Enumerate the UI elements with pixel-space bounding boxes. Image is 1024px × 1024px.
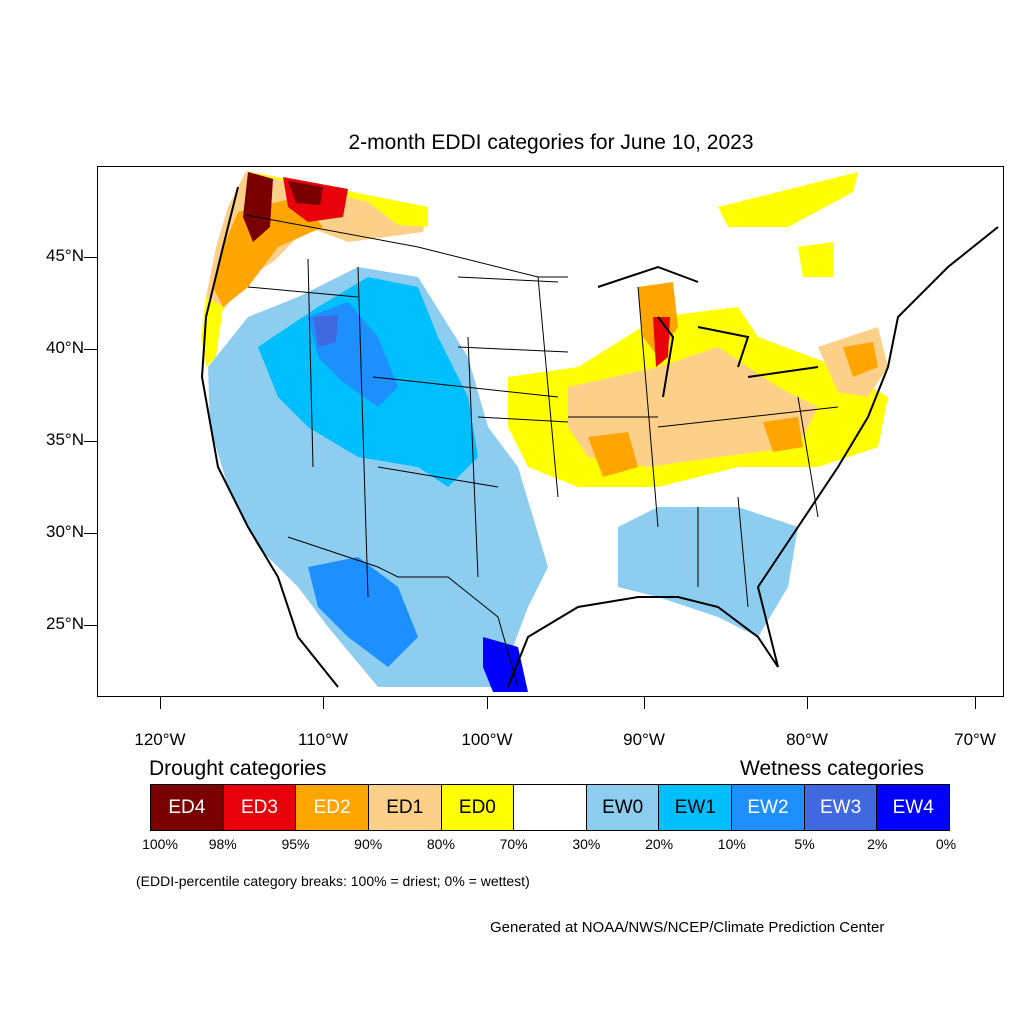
region-ed2-northeast: [843, 342, 878, 377]
legend-break-label: 0%: [935, 836, 957, 852]
legend-break-label: 20%: [645, 836, 674, 852]
legend-swatch-ed4: ED4: [151, 785, 224, 830]
region-ed2-missouri: [588, 432, 638, 477]
legend-break-label: 100%: [142, 836, 178, 852]
lat-label: 35°N: [46, 430, 84, 449]
state-lines-west: [247, 258, 559, 598]
lat-tick: [84, 349, 97, 350]
legend-break-label: 5%: [794, 836, 815, 852]
legend-break-label: 10%: [717, 836, 746, 852]
us-mexico-border: [287, 536, 519, 688]
region-ed3-michigan: [653, 317, 670, 367]
legend-swatch-ew0: EW0: [586, 785, 660, 830]
lon-tick: [160, 697, 161, 709]
legend-break-label: 2%: [867, 836, 888, 852]
lat-label: 25°N: [46, 614, 84, 633]
legend-break-label: 90%: [354, 836, 383, 852]
legend-break-label: 98%: [208, 836, 237, 852]
lat-label: 45°N: [46, 246, 84, 265]
lon-tick: [807, 697, 808, 709]
lat-tick: [84, 441, 97, 442]
region-ed0-canada: [718, 172, 858, 227]
eddi-map-canvas: [200, 171, 999, 692]
category-legend: ED4 ED3 ED2 ED1 ED0 EW0 EW1 EW2 EW3 EW4: [150, 784, 950, 831]
lon-tick: [644, 697, 645, 709]
region-ed4-washington: [243, 172, 273, 242]
wetness-categories-heading: Wetness categories: [740, 757, 925, 780]
lat-tick: [84, 533, 97, 534]
legend-swatch-ew4: EW4: [877, 785, 950, 830]
gulf-coast: [507, 596, 779, 688]
boundaries: [245, 214, 839, 688]
legend-break-label: 80%: [426, 836, 455, 852]
eddi-map: [97, 166, 1004, 697]
lat-tick: [84, 257, 97, 258]
legend-swatch-ew3: EW3: [804, 785, 878, 830]
legend-note: (EDDI-percentile category breaks: 100% =…: [136, 873, 530, 889]
coastlines: [200, 186, 999, 688]
legend-swatch-ed3: ED3: [223, 785, 297, 830]
state-lines-east: [657, 396, 839, 608]
legend-swatch-neutral: [514, 785, 587, 830]
region-ed0-maine: [798, 242, 833, 277]
us-canada-border: [245, 214, 568, 278]
drought-categories-heading: Drought categories: [149, 757, 327, 780]
lon-tick: [487, 697, 488, 709]
atlantic-coast: [756, 226, 999, 668]
lon-label: 100°W: [461, 730, 513, 749]
legend-swatch-ed1: ED1: [368, 785, 442, 830]
legend-swatch-ew2: EW2: [732, 785, 805, 830]
region-ew2-southwest: [308, 557, 418, 667]
region-ew0-southeast: [618, 507, 798, 637]
lon-label: 110°W: [298, 730, 348, 749]
lon-label: 120°W: [134, 730, 186, 749]
legend-swatch-ed2: ED2: [296, 785, 369, 830]
lat-label: 40°N: [46, 338, 84, 357]
credit-line: Generated at NOAA/NWS/NCEP/Climate Predi…: [490, 919, 885, 936]
region-ed1-midwest: [568, 347, 818, 467]
legend-break-label: 70%: [499, 836, 528, 852]
lon-label: 90°W: [623, 730, 665, 749]
lon-label: 70°W: [954, 730, 996, 749]
region-ew4-south-texas: [483, 637, 528, 692]
great-lakes: [597, 265, 819, 398]
region-ed2-virginia: [763, 417, 803, 452]
lon-label: 80°W: [786, 730, 828, 749]
legend-swatch-ed0: ED0: [441, 785, 515, 830]
legend-break-label: 30%: [572, 836, 601, 852]
lat-label: 30°N: [46, 522, 84, 541]
region-ed0-northwest-edge: [246, 171, 428, 227]
pacific-coast: [200, 186, 339, 688]
lon-tick: [323, 697, 324, 709]
lat-tick: [84, 625, 97, 626]
legend-swatch-ew1: EW1: [659, 785, 733, 830]
lon-tick: [975, 697, 976, 709]
region-ew3-idaho: [313, 315, 338, 347]
state-lines-central: [457, 276, 659, 528]
map-title: 2-month EDDI categories for June 10, 202…: [348, 131, 754, 154]
region-ed4-idaho-core: [288, 181, 323, 205]
legend-break-label: 95%: [281, 836, 310, 852]
category-shading: [201, 171, 888, 692]
